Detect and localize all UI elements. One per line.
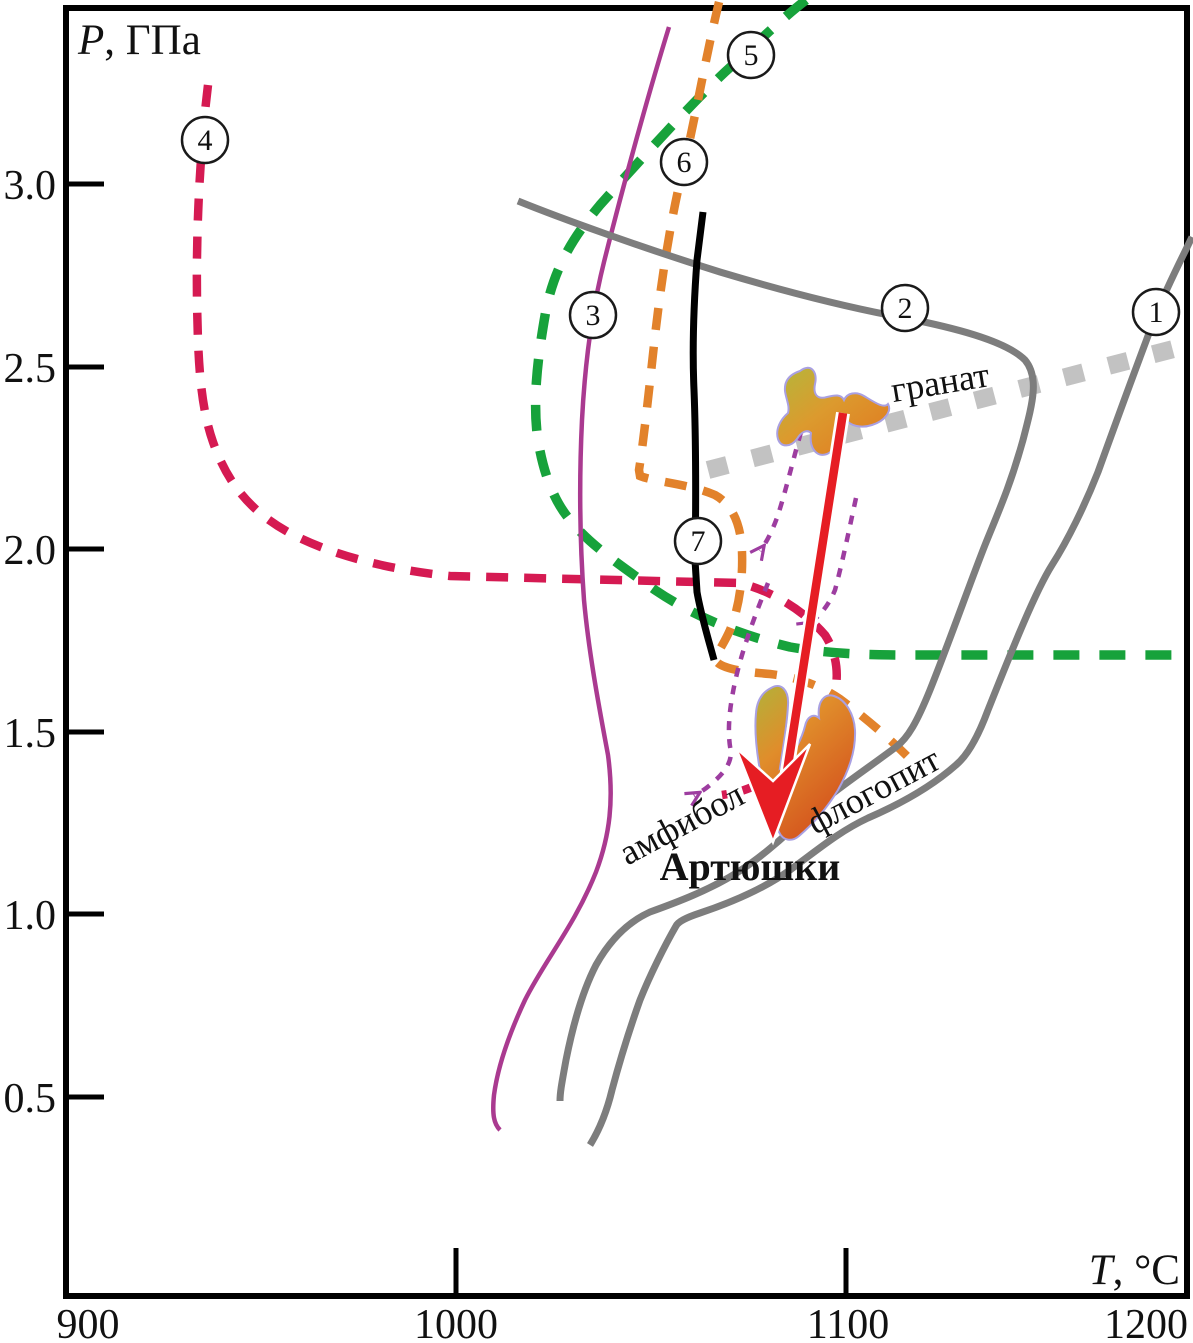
curve-3-magenta — [491, 26, 672, 1132]
pt-arrowhead — [734, 743, 812, 846]
curve-1-phlogopite-gray — [587, 235, 1193, 1147]
pt-path-arrow — [734, 411, 850, 846]
curve-marker-7-label: 7 — [691, 525, 706, 558]
curve-marker-5: 5 — [726, 30, 776, 80]
purple-path-upper — [760, 431, 804, 551]
y-tick-1.5: 1.5 — [4, 711, 57, 757]
curve-marker-1: 1 — [1131, 287, 1181, 337]
curve-marker-1-label: 1 — [1149, 296, 1164, 329]
purple-path-lower — [694, 582, 771, 796]
y-axis-title-unit: , ГПа — [104, 17, 201, 64]
y-tick-2.5: 2.5 — [4, 346, 57, 392]
y-axis-title: P, ГПа — [77, 17, 201, 64]
curve-marker-3: 3 — [568, 290, 618, 340]
curve-7-black — [689, 211, 718, 661]
x-axis-title-unit: , °C — [1113, 1247, 1180, 1294]
curve-marker-2: 2 — [880, 283, 930, 333]
x-tick-1000: 1000 — [414, 1302, 498, 1343]
y-axis-title-symbol: P — [77, 17, 104, 64]
curve-marker-6: 6 — [659, 137, 709, 187]
x-tick-1200: 1200 — [1104, 1302, 1188, 1343]
y-tick-2.0: 2.0 — [4, 528, 57, 574]
pt-arrow-shaft — [781, 412, 848, 779]
x-axis-title: T, °C — [1089, 1247, 1180, 1294]
curve-marker-3-label: 3 — [586, 299, 601, 332]
plot-border — [63, 5, 1190, 1299]
curve-number-markers: 1 2 3 4 5 6 7 — [180, 30, 1181, 566]
x-tick-1100: 1100 — [807, 1302, 889, 1343]
x-tick-labels: 900 1000 1100 1200 — [57, 1302, 1189, 1343]
curve-2-amphibole-gray — [516, 197, 1037, 1102]
y-tick-labels: 3.0 2.5 2.0 1.5 1.0 0.5 — [4, 163, 57, 1122]
curve-marker-6-label: 6 — [677, 146, 692, 179]
curve-marker-4-label: 4 — [198, 124, 213, 157]
curve-marker-7: 7 — [673, 516, 723, 566]
y-tick-1.0: 1.0 — [4, 893, 57, 939]
y-tick-3.0: 3.0 — [4, 163, 57, 209]
curve-marker-5-label: 5 — [744, 39, 759, 72]
site-label: Артюшки — [660, 844, 841, 889]
x-tick-900: 900 — [57, 1302, 120, 1343]
y-tick-0.5: 0.5 — [4, 1076, 57, 1122]
curve-marker-4: 4 — [180, 115, 230, 165]
axis-ticks — [66, 181, 849, 1296]
x-axis-title-symbol: T — [1089, 1247, 1116, 1294]
garnet-boundary-line — [705, 337, 1188, 479]
curve-5-green — [530, 0, 1181, 660]
curve-marker-2-label: 2 — [898, 292, 913, 325]
